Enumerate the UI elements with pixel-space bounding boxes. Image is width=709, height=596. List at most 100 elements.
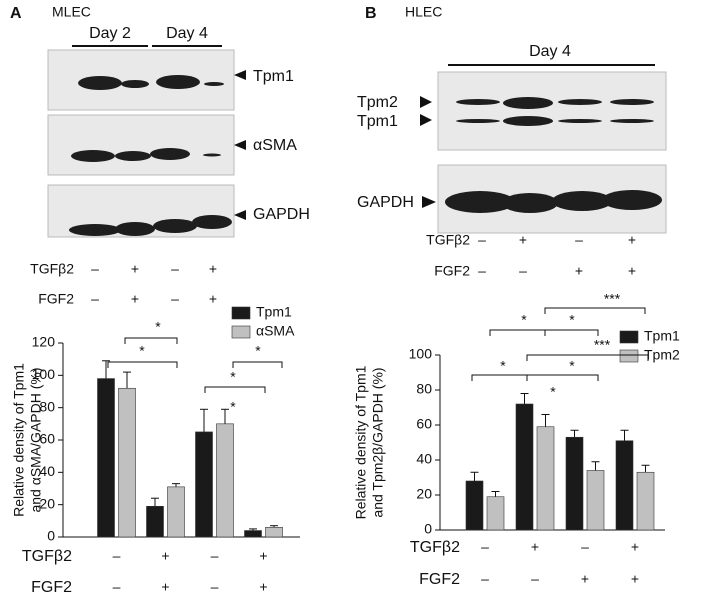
condition-sign: + (161, 548, 169, 564)
arrow (234, 70, 246, 220)
legend-label: αSMA (256, 323, 295, 339)
bar (265, 526, 283, 538)
blot (47, 49, 235, 238)
significance-mark: * (569, 312, 575, 328)
condition-label: TGFβ2 (22, 548, 72, 565)
band-label: Tpm2 (357, 94, 398, 111)
treatment-sign: – (519, 263, 527, 279)
y-tick-label: 0 (424, 521, 432, 537)
treatment-sign: + (209, 291, 217, 307)
treatment-sign: – (171, 291, 179, 307)
condition-sign: – (113, 548, 121, 564)
treatment-sign: + (519, 232, 527, 248)
treatment-sign: – (478, 263, 486, 279)
significance-bracket (107, 361, 178, 368)
condition-sign: – (481, 539, 489, 555)
day-label: Day 4 (529, 43, 571, 60)
treatment-sign: + (131, 261, 139, 277)
legend-label: Tpm1 (256, 304, 292, 320)
condition-sign: – (581, 539, 589, 555)
band-label: αSMA (253, 137, 297, 154)
bar (146, 505, 164, 538)
bar (636, 471, 655, 531)
treatment-sign: + (575, 263, 583, 279)
condition-sign: – (481, 571, 489, 587)
significance-bracket (232, 361, 283, 368)
y-tick-label: 20 (39, 495, 55, 511)
treatment-sign: – (91, 291, 99, 307)
legend-swatch (231, 325, 251, 339)
y-axis-label: and Tpm2β/GAPDH (%) (370, 367, 386, 517)
significance-mark: * (500, 358, 506, 374)
y-tick-label: 120 (32, 334, 56, 350)
y-tick-label: 0 (47, 528, 55, 544)
condition-sign: + (161, 579, 169, 595)
treatment-label: TGFβ2 (426, 232, 470, 248)
significance-mark: * (155, 319, 161, 335)
significance-bracket (526, 354, 649, 361)
y-tick-label: 100 (32, 366, 56, 382)
bar (216, 423, 234, 538)
condition-sign: – (113, 579, 121, 595)
significance-mark: *** (594, 337, 611, 353)
y-tick-label: 100 (409, 346, 433, 362)
condition-sign: + (259, 579, 267, 595)
significance-bracket (124, 337, 178, 344)
condition-sign: – (211, 548, 219, 564)
condition-label: TGFβ2 (410, 539, 460, 556)
condition-sign: + (581, 571, 589, 587)
bar (586, 470, 605, 531)
y-axis-label: and αSMA/GAPDH (%) (28, 367, 44, 512)
bar (167, 486, 185, 538)
significance-bracket (204, 386, 266, 393)
condition-sign: – (531, 571, 539, 587)
treatment-sign: + (131, 291, 139, 307)
significance-mark: * (230, 399, 236, 415)
y-tick-label: 40 (416, 451, 432, 467)
legend-swatch (619, 330, 639, 344)
legend-label: Tpm2 (644, 347, 680, 363)
panel-label: A (10, 5, 22, 22)
bar (97, 378, 115, 538)
significance-mark: * (569, 358, 575, 374)
bar (536, 426, 555, 531)
cell-type: MLEC (52, 4, 91, 20)
significance-mark: *** (604, 291, 621, 307)
treatment-sign: + (209, 261, 217, 277)
condition-sign: – (211, 579, 219, 595)
band-label: Tpm1 (253, 68, 294, 85)
bar (195, 431, 213, 538)
bar (465, 480, 484, 531)
condition-sign: + (259, 548, 267, 564)
significance-bracket (526, 374, 599, 381)
treatment-sign: + (628, 232, 636, 248)
blot (437, 71, 667, 234)
legend-label: Tpm1 (644, 328, 680, 344)
significance-mark: * (521, 312, 527, 328)
y-tick-label: 60 (39, 431, 55, 447)
y-tick-label: 20 (416, 486, 432, 502)
condition-sign: + (631, 539, 639, 555)
condition-label: FGF2 (419, 571, 460, 588)
y-axis-label: Relative density of Tpm1 (353, 365, 369, 519)
legend-swatch (619, 349, 639, 363)
condition-sign: + (631, 571, 639, 587)
band-label: GAPDH (253, 206, 310, 223)
treatment-sign: – (575, 232, 583, 248)
y-axis-label: Relative density of Tpm1 (11, 363, 27, 517)
bar (565, 436, 584, 531)
y-tick-label: 40 (39, 463, 55, 479)
significance-mark: * (139, 343, 145, 359)
day-label: Day 2 (89, 25, 131, 42)
significance-mark: * (255, 343, 261, 359)
y-tick-label: 60 (416, 416, 432, 432)
treatment-label: TGFβ2 (30, 261, 74, 277)
bar (244, 530, 262, 538)
y-tick-label: 80 (416, 381, 432, 397)
treatment-label: FGF2 (38, 291, 74, 307)
bar (615, 440, 634, 531)
significance-bracket (489, 329, 546, 336)
day-label: Day 4 (166, 25, 208, 42)
bar (515, 403, 534, 531)
